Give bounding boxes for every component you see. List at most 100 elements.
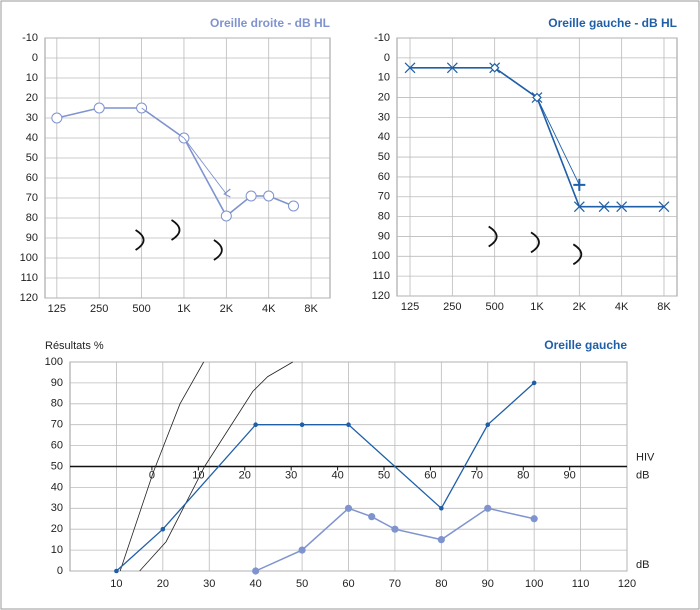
point-marker	[485, 422, 491, 428]
point-marker	[171, 219, 181, 241]
point-marker	[160, 526, 166, 532]
x-tick-label: 60	[342, 578, 354, 590]
x-tick-label: 90	[482, 578, 494, 590]
point-marker	[299, 422, 305, 428]
y-tick-label: 80	[378, 211, 390, 223]
x-tick-label: 2K	[220, 303, 234, 315]
point-marker	[51, 112, 63, 124]
x-tick-label: 70	[389, 578, 401, 590]
y-tick-label: 90	[51, 377, 63, 389]
y-tick-label: 80	[51, 398, 63, 410]
point-marker	[573, 178, 586, 191]
point-marker	[391, 525, 399, 533]
x-tick-label: 50	[296, 578, 308, 590]
point-marker	[531, 380, 537, 386]
x-tick-label: 8K	[657, 301, 671, 313]
y-tick-label: 110	[372, 270, 390, 282]
y-tick-label: 40	[26, 132, 38, 144]
y-tick-label: 60	[378, 171, 390, 183]
point-marker	[220, 210, 232, 222]
x-tick-label: 1K	[530, 301, 544, 313]
y-tick-label: 20	[26, 92, 38, 104]
x2-axis-label: dB	[636, 469, 649, 481]
point-marker	[114, 568, 119, 574]
x-tick-label: 125	[401, 301, 419, 313]
point-marker	[446, 62, 458, 74]
point-marker	[658, 201, 670, 213]
series-line	[139, 361, 294, 572]
point-marker	[488, 225, 498, 248]
x-tick-label: 8K	[304, 303, 318, 315]
point-marker	[368, 513, 376, 521]
y-tick-label: 100	[20, 252, 38, 264]
y-tick-label: 100	[372, 250, 390, 262]
series-line	[56, 107, 294, 218]
series-line	[410, 66, 664, 208]
x-tick-label: 250	[90, 303, 108, 315]
point-marker	[530, 231, 540, 254]
y-tick-label: 70	[51, 419, 63, 431]
y-tick-label: 40	[51, 481, 63, 493]
y-tick-label: 30	[51, 502, 63, 514]
x-tick-label: 4K	[262, 303, 276, 315]
y-tick-label: -10	[22, 32, 38, 44]
y-tick-label: 10	[51, 544, 63, 556]
point-marker	[598, 201, 610, 213]
x2-tick-label: 20	[239, 469, 251, 481]
y-axis-label: Résultats %	[45, 340, 104, 352]
y-tick-label: 50	[51, 460, 63, 472]
x-axis-label: dB	[636, 559, 649, 571]
x-tick-label: 80	[435, 578, 447, 590]
y-tick-label: 50	[378, 151, 390, 163]
y-tick-label: 20	[378, 91, 390, 103]
y-tick-label: 30	[378, 111, 390, 123]
series-line	[115, 382, 535, 572]
y-tick-label: 100	[45, 356, 63, 368]
x-tick-label: 2K	[573, 301, 587, 313]
x-tick-label: 500	[485, 301, 503, 313]
x2-tick-label: 40	[331, 469, 343, 481]
plot-frame	[44, 37, 331, 299]
point-marker	[245, 190, 257, 202]
y-tick-label: 120	[372, 290, 390, 302]
point-marker	[298, 546, 306, 554]
point-marker	[572, 243, 583, 266]
point-marker	[93, 102, 105, 114]
point-marker	[530, 515, 538, 523]
point-marker	[532, 92, 542, 103]
x-tick-label: 20	[157, 578, 169, 590]
x-tick-label: 110	[572, 578, 590, 590]
point-marker	[439, 506, 444, 511]
point-marker	[263, 190, 275, 202]
chart-title: Oreille gauche - dB HL	[548, 16, 677, 30]
y-tick-label: 120	[20, 292, 38, 304]
x-tick-label: 250	[443, 301, 461, 313]
chart-title: Oreille droite - dB HL	[210, 16, 330, 30]
y-tick-label: 90	[26, 232, 38, 244]
x2-tick-label: 80	[517, 469, 529, 481]
y-tick-label: 60	[51, 440, 63, 452]
x-tick-label: 125	[48, 303, 66, 315]
x-tick-label: 4K	[615, 301, 629, 313]
point-marker	[573, 201, 585, 213]
x2-tick-label: 90	[564, 469, 576, 481]
y-tick-label: 0	[384, 52, 390, 64]
point-marker	[404, 62, 416, 74]
x2-tick-label: 50	[378, 469, 390, 481]
x-tick-label: 500	[132, 303, 150, 315]
x-tick-label: 1K	[177, 303, 191, 315]
point-marker	[484, 504, 492, 512]
point-marker	[616, 201, 628, 213]
point-marker	[437, 536, 445, 544]
point-marker	[346, 422, 351, 428]
chart-title: Oreille gauche	[544, 338, 627, 352]
y-tick-label: 20	[51, 523, 63, 535]
y-tick-label: 110	[20, 272, 38, 284]
y-tick-label: 60	[26, 172, 38, 184]
point-marker	[135, 229, 145, 251]
y-tick-label: 10	[378, 72, 390, 84]
point-marker	[213, 239, 223, 261]
series-line	[141, 107, 227, 195]
